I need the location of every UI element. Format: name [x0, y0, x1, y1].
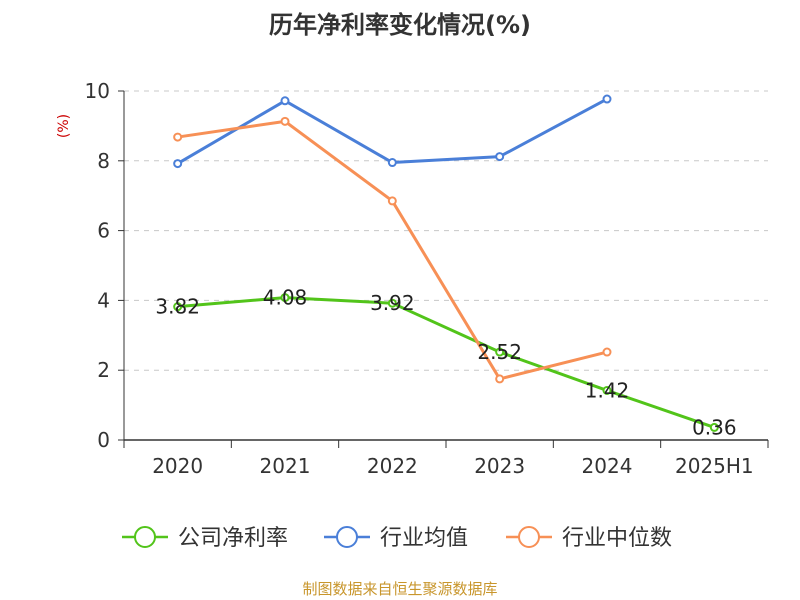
data-label: 3.82: [155, 295, 200, 319]
series-group: [173, 116, 612, 384]
x-tick-label: 2021: [260, 454, 311, 478]
x-tick-label: 2020: [152, 454, 203, 478]
data-point[interactable]: [709, 422, 719, 432]
legend-marker: [134, 526, 156, 548]
y-tick-label: 4: [97, 288, 110, 312]
y-tick-label: 6: [97, 219, 110, 243]
source-note: 制图数据来自恒生聚源数据库: [302, 580, 497, 598]
data-point[interactable]: [280, 293, 290, 303]
series-line: [177, 296, 715, 429]
x-tick-label: 2022: [367, 454, 418, 478]
series-line: [176, 97, 608, 165]
axes: 0 2 4 6 8 10 2020 2021 2022 2023 2024 2025H1: [85, 79, 769, 478]
data-point[interactable]: [173, 302, 183, 312]
data-point[interactable]: [495, 152, 505, 162]
data-label: 4.08: [263, 286, 308, 310]
data-point[interactable]: [173, 159, 183, 169]
series-layer: [173, 94, 719, 432]
data-point[interactable]: [602, 347, 612, 357]
y-axis-label: (%): [56, 114, 72, 138]
legend-marker: [336, 526, 358, 548]
y-tick-label: 0: [97, 428, 110, 452]
data-label: 0.36: [692, 415, 737, 439]
legend-label: 公司净利率: [178, 526, 288, 551]
y-tick-label: 8: [97, 149, 110, 173]
y-tick-label: 2: [97, 358, 110, 382]
legend-item[interactable]: 行业均值: [324, 526, 468, 551]
data-point[interactable]: [602, 385, 612, 395]
legend-item[interactable]: 公司净利率: [122, 526, 288, 551]
series-group: [173, 94, 612, 169]
legend-label: 行业均值: [380, 526, 468, 551]
x-tick-label: 2025H1: [675, 454, 754, 478]
series-group: [173, 293, 719, 432]
legend-item[interactable]: 行业中位数: [506, 526, 672, 551]
chart-title: 历年净利率变化情况(%): [269, 11, 531, 39]
data-point[interactable]: [387, 298, 397, 308]
data-point[interactable]: [387, 196, 397, 206]
data-point[interactable]: [602, 94, 612, 104]
legend-label: 行业中位数: [562, 526, 672, 551]
y-tick-label: 10: [85, 79, 110, 103]
data-point[interactable]: [173, 132, 183, 142]
data-label: 2.52: [477, 340, 522, 364]
data-label: 3.92: [370, 291, 415, 315]
data-point[interactable]: [387, 158, 397, 168]
data-point[interactable]: [495, 347, 505, 357]
legend: 公司净利率 行业均值 行业中位数: [122, 526, 672, 551]
legend-marker: [518, 526, 540, 548]
data-point[interactable]: [495, 374, 505, 384]
data-labels: 3.82 4.08 3.92 2.52 1.42 0.36: [155, 286, 736, 440]
data-point[interactable]: [280, 116, 290, 126]
data-point[interactable]: [280, 96, 290, 106]
data-label: 1.42: [585, 378, 630, 402]
x-tick-label: 2023: [474, 454, 525, 478]
x-tick-label: 2024: [582, 454, 633, 478]
